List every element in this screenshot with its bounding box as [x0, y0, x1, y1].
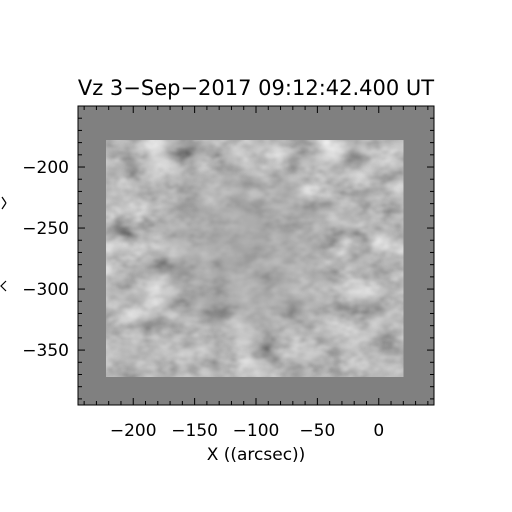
y-tick: −350: [22, 341, 434, 361]
x-axis-title: X ((arcsec)): [207, 445, 306, 465]
y-tick-label: −300: [22, 280, 69, 300]
y-tick: −300: [22, 280, 434, 300]
y-tick: −250: [22, 219, 434, 239]
chart-title: Vz 3−Sep−2017 09:12:42.400 UT: [78, 76, 434, 100]
heatmap-image: [106, 140, 404, 377]
x-tick-label: −50: [299, 421, 335, 441]
x-tick-label: 0: [373, 421, 384, 441]
y-tick-label: −200: [22, 158, 69, 178]
x-tick: −150: [171, 106, 218, 441]
y-axis-title-fragment: [0, 196, 7, 292]
x-tick-label: −100: [233, 421, 280, 441]
y-tick: −200: [22, 158, 434, 178]
y-tick-label: −250: [22, 219, 69, 239]
x-tick: 0: [373, 106, 384, 441]
y-tick-label: −350: [22, 341, 69, 361]
x-tick-label: −200: [110, 421, 157, 441]
x-tick: −50: [299, 106, 335, 441]
x-tick: −100: [233, 106, 280, 441]
x-tick: −200: [110, 106, 157, 441]
x-tick-label: −150: [171, 421, 218, 441]
